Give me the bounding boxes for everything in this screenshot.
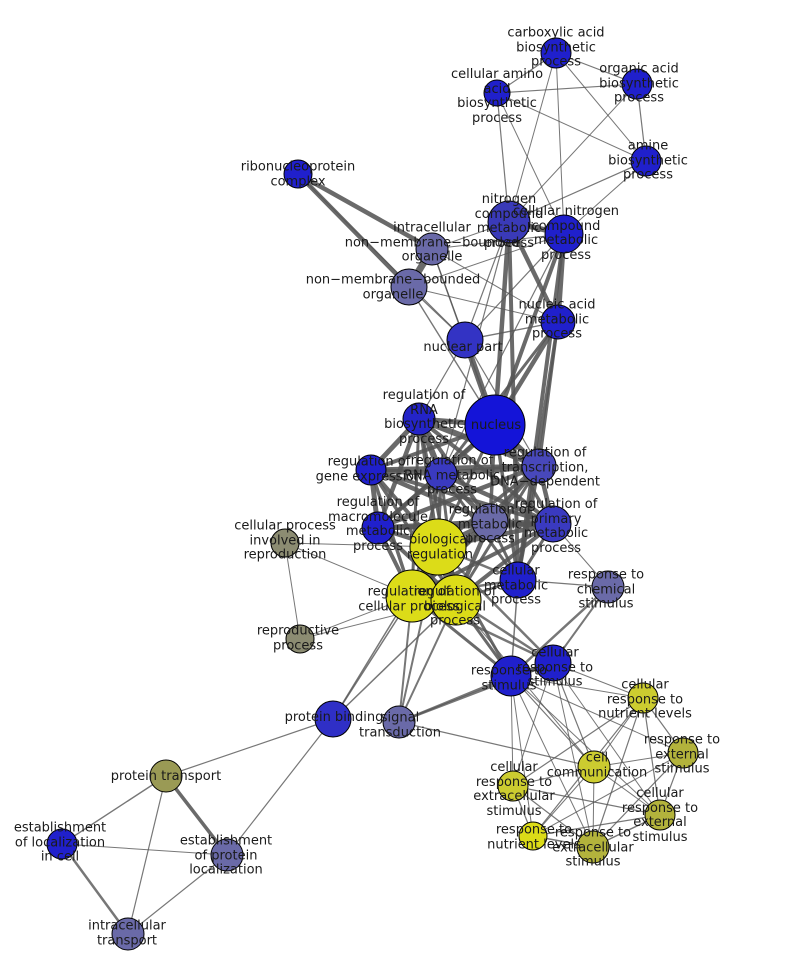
graph-edge xyxy=(438,471,556,527)
graph-node-nitrogen-compound-metabolic-process[interactable] xyxy=(487,200,531,244)
graph-node-cellular-amino-acid-biosynthetic-process[interactable] xyxy=(483,79,511,107)
graph-node-carboxylic-acid-biosynthetic-process[interactable] xyxy=(540,37,572,69)
graph-node-ribonucleoprotein-complex[interactable] xyxy=(283,159,313,189)
graph-edge xyxy=(493,232,566,427)
graph-edge xyxy=(61,843,228,856)
graph-edge xyxy=(496,83,638,94)
graph-edge xyxy=(508,83,638,223)
graph-edge xyxy=(555,52,565,235)
graph-edge xyxy=(512,697,644,787)
node-layer xyxy=(46,37,699,951)
graph-edge xyxy=(496,92,647,162)
graph-edge xyxy=(127,775,167,935)
graph-node-regulation-of-rna-metabolic-process[interactable] xyxy=(424,457,458,491)
graph-edge xyxy=(295,171,435,252)
graph-edge xyxy=(510,675,644,699)
graph-node-regulation-of-biological-process[interactable] xyxy=(430,574,482,626)
graph-edge xyxy=(492,219,512,428)
graph-edge xyxy=(127,854,228,935)
graph-edge xyxy=(332,599,457,720)
graph-node-cellular-metabolic-process[interactable] xyxy=(499,561,537,599)
graph-edge xyxy=(512,785,661,816)
graph-node-regulation-of-macromolecule-metabolic-process[interactable] xyxy=(361,511,395,545)
graph-edge xyxy=(510,675,684,754)
graph-node-cellular-nitrogen-compound-metabolic-process[interactable] xyxy=(544,214,584,254)
graph-edge xyxy=(642,697,661,816)
graph-edge xyxy=(508,52,557,223)
graph-edge xyxy=(532,814,661,837)
graph-node-cellular-response-to-external-stimulus[interactable] xyxy=(644,799,676,831)
graph-edge xyxy=(592,752,684,848)
graph-edge xyxy=(61,775,167,845)
graph-node-regulation-of-transcription-dna-dependent[interactable] xyxy=(521,448,557,484)
graph-edge xyxy=(431,233,565,250)
graph-edge xyxy=(555,52,647,162)
graph-node-reproductive-process[interactable] xyxy=(285,624,315,654)
graph-edge xyxy=(510,675,594,848)
graph-edge xyxy=(552,662,595,768)
graph-node-nucleic-acid-metabolic-process[interactable] xyxy=(540,304,576,340)
graph-edge xyxy=(510,675,534,837)
edge-layer xyxy=(60,52,684,936)
graph-node-organic-acid-biosynthetic-process[interactable] xyxy=(621,68,653,100)
graph-node-regulation-of-metabolic-process[interactable] xyxy=(471,503,509,541)
graph-node-cellular-response-to-extracellular-stimulus[interactable] xyxy=(497,770,529,802)
graph-node-response-to-chemical-stimulus[interactable] xyxy=(591,570,625,604)
graph-edge xyxy=(552,662,594,848)
graph-edge xyxy=(512,662,554,787)
graph-node-regulation-of-primary-metabolic-process[interactable] xyxy=(534,505,572,543)
graph-node-protein-binding[interactable] xyxy=(314,700,352,738)
graph-edge xyxy=(496,92,565,235)
graph-node-cellular-response-to-stimulus[interactable] xyxy=(534,644,572,682)
graph-node-protein-transport[interactable] xyxy=(149,759,183,793)
graph-node-intracellular-non-membrane-bounded-organelle[interactable] xyxy=(415,232,449,266)
graph-edge xyxy=(369,468,555,526)
graph-node-cellular-response-to-nutrient-levels[interactable] xyxy=(627,682,659,714)
graph-edge xyxy=(368,467,493,525)
graph-node-establishment-of-protein-localization[interactable] xyxy=(210,838,244,872)
graph-edge xyxy=(510,675,595,768)
graph-node-response-to-nutrient-levels[interactable] xyxy=(518,821,548,851)
graph-edge xyxy=(592,697,644,848)
graph-node-regulation-of-cellular-process[interactable] xyxy=(385,569,439,623)
graph-node-nucleus[interactable] xyxy=(464,394,526,456)
graph-node-response-to-stimulus[interactable] xyxy=(490,655,532,697)
graph-edge xyxy=(408,233,565,288)
graph-node-establishment-of-localization-in-cell[interactable] xyxy=(46,828,78,860)
graph-edge xyxy=(496,92,510,223)
graph-edge xyxy=(464,233,565,341)
graph-edge xyxy=(512,785,594,848)
graph-edge xyxy=(60,842,130,936)
graph-node-nuclear-part[interactable] xyxy=(446,321,484,359)
graph-edge xyxy=(164,774,229,857)
graph-node-non-membrane-bounded-organelle[interactable] xyxy=(390,268,428,306)
graph-edge xyxy=(532,752,684,837)
graph-node-biological-regulation[interactable] xyxy=(409,518,467,576)
graph-edge xyxy=(398,721,595,768)
graph-edge xyxy=(552,662,661,816)
graph-edge xyxy=(410,417,421,598)
graph-node-cellular-process-involved-in-reproduction[interactable] xyxy=(270,528,300,558)
graph-edge xyxy=(398,546,439,723)
graph-edge xyxy=(508,160,647,223)
graph-node-intracellular-transport[interactable] xyxy=(111,917,145,951)
graph-node-response-to-extracellular-stimulus[interactable] xyxy=(576,830,610,864)
graph-node-amine-biosynthetic-process[interactable] xyxy=(630,145,662,177)
graph-edge xyxy=(297,173,466,341)
graph-edge xyxy=(284,542,301,640)
graph-edge xyxy=(165,718,334,777)
graph-node-regulation-of-rna-biosynthetic-process[interactable] xyxy=(402,402,436,436)
graph-node-cell-communication[interactable] xyxy=(577,750,611,784)
graph-node-regulation-of-gene-expression[interactable] xyxy=(355,454,387,486)
graph-node-signal-transduction[interactable] xyxy=(382,705,416,739)
graph-edge xyxy=(509,585,610,678)
graph-edge xyxy=(226,718,334,856)
graph-node-response-to-external-stimulus[interactable] xyxy=(667,737,699,769)
